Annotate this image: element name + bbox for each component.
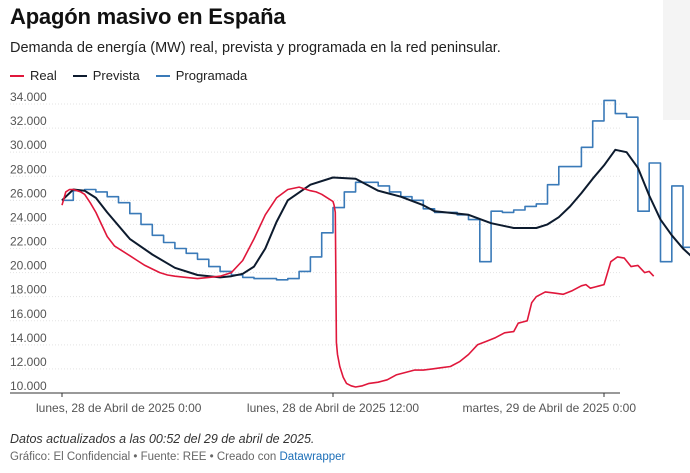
chart-series [61, 99, 690, 388]
series-line-programada [62, 99, 690, 281]
legend-label-programada: Programada [175, 68, 248, 83]
update-note: Datos actualizados a las 00:52 del 29 de… [10, 432, 315, 446]
y-tick-label: 14.000 [10, 331, 47, 345]
y-tick-label: 18.000 [10, 283, 47, 297]
legend-item-programada: Programada [155, 68, 248, 83]
x-tick-label: lunes, 28 de Abril de 2025 12:00 [247, 401, 419, 415]
y-tick-label: 12.000 [10, 355, 47, 369]
legend-swatch-programada [155, 74, 170, 77]
y-tick-label: 34.000 [10, 90, 47, 104]
x-tick-label: martes, 29 de Abril de 2025 0:00 [463, 401, 637, 415]
chart-title: Apagón masivo en España [10, 4, 286, 29]
side-panel [663, 0, 690, 120]
y-tick-label: 20.000 [10, 259, 47, 273]
chart-grid [10, 103, 620, 394]
footer-credits: Gráfico: El Confidencial • Fuente: REE •… [10, 451, 345, 463]
legend-item-prevista: Prevista [72, 68, 140, 83]
y-axis-ticks: 10.000 12.000 14.000 16.000 18.000 20.000 22.0… [10, 90, 47, 393]
y-tick-label: 16.000 [10, 307, 47, 321]
y-tick-label: 10.000 [10, 379, 47, 393]
x-axis-ticks: lunes, 28 de Abril de 2025 0:00 lunes, 28… [36, 393, 636, 415]
y-tick-label: 26.000 [10, 186, 47, 200]
footer-text: Gráfico: El Confidencial • Fuente: REE •… [10, 451, 280, 463]
y-tick-label: 24.000 [10, 210, 47, 224]
y-tick-label: 22.000 [10, 235, 47, 249]
y-tick-label: 28.000 [10, 162, 47, 176]
legend-label-real: Real [30, 68, 57, 83]
x-tick-label: lunes, 28 de Abril de 2025 0:00 [36, 401, 202, 415]
y-tick-label: 30.000 [10, 138, 47, 152]
y-tick-label: 32.000 [10, 114, 47, 128]
legend-swatch-prevista [72, 74, 87, 77]
legend-item-real: Real [10, 68, 57, 83]
legend-label-prevista: Prevista [92, 68, 140, 83]
series-line-prevista [61, 148, 690, 279]
datawrapper-link[interactable]: Datawrapper [279, 451, 346, 463]
chart-subtitle: Demanda de energía (MW) real, prevista y… [10, 40, 501, 56]
legend-swatch-real [10, 74, 24, 77]
series-line-real [61, 186, 655, 388]
legend: Real Prevista Programada [10, 68, 247, 83]
